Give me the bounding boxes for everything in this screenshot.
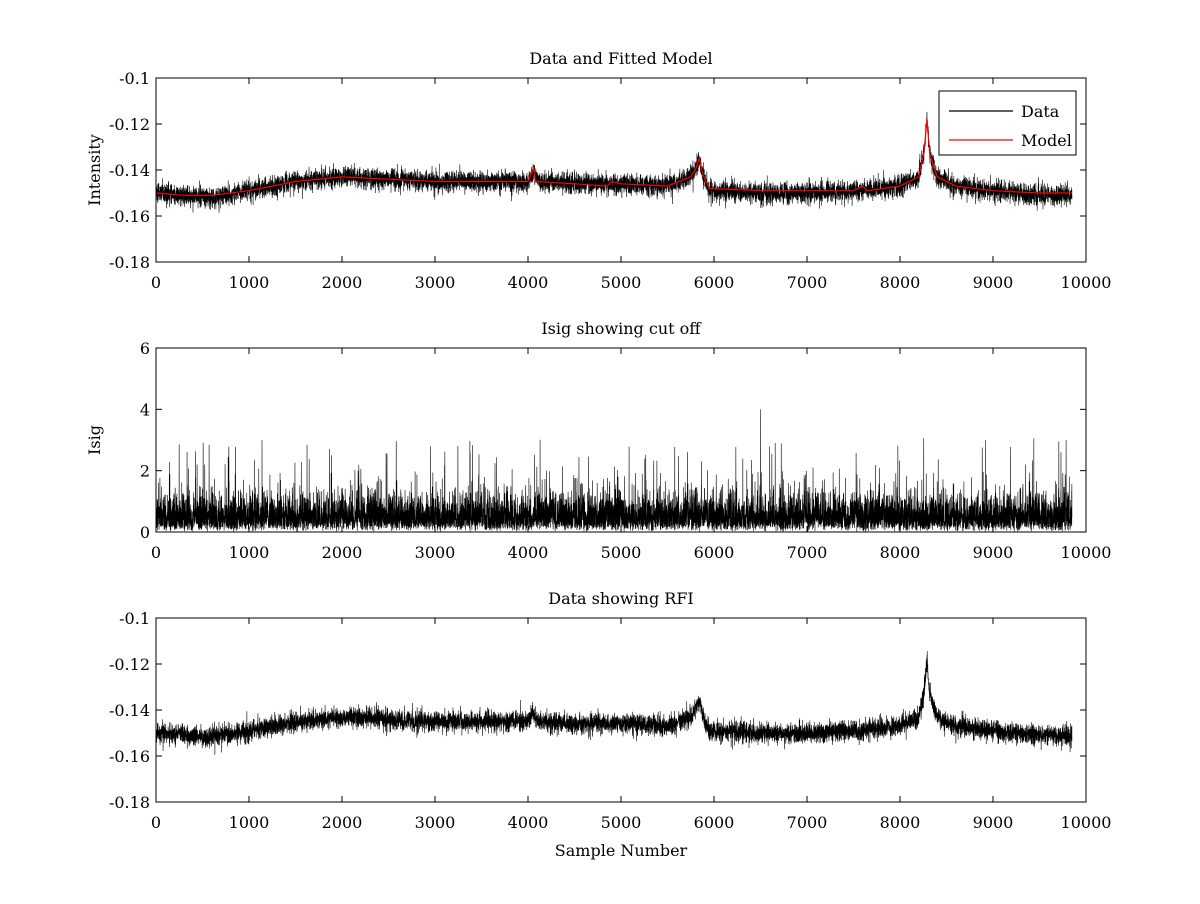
y-tick-label: -0.14 bbox=[109, 161, 150, 180]
y-axis-label: Isig bbox=[85, 425, 104, 455]
x-tick-label: 1000 bbox=[229, 543, 270, 562]
y-tick-label: 4 bbox=[140, 400, 150, 419]
legend-label-data: Data bbox=[1021, 102, 1060, 121]
x-tick-label: 1000 bbox=[229, 273, 270, 292]
legend-box bbox=[938, 90, 1077, 156]
x-tick-label: 4000 bbox=[508, 813, 549, 832]
x-tick-label: 2000 bbox=[322, 543, 363, 562]
y-tick-label: -0.12 bbox=[109, 115, 150, 134]
series-line-3 bbox=[156, 651, 1073, 755]
legend: Data Model bbox=[938, 90, 1077, 156]
x-tick-label: 4000 bbox=[508, 543, 549, 562]
axes-box bbox=[155, 617, 1087, 803]
chart-title: Data and Fitted Model bbox=[529, 49, 712, 68]
x-tick-label: 6000 bbox=[694, 813, 735, 832]
x-tick-label: 10000 bbox=[1061, 813, 1112, 832]
x-tick-label: 9000 bbox=[973, 273, 1014, 292]
chart-panel-3: 0 1000 2000 3000 4000 5000 6000 7000 8000 9000 100… bbox=[109, 589, 1111, 860]
x-tick-label: 4000 bbox=[508, 273, 549, 292]
x-tick-label: 3000 bbox=[415, 543, 456, 562]
y-tick-label: 2 bbox=[140, 462, 150, 481]
x-tick-label: 3000 bbox=[415, 273, 456, 292]
x-axis-label: Sample Number bbox=[555, 841, 688, 860]
y-tick-label: -0.16 bbox=[109, 747, 150, 766]
x-tick-label: 5000 bbox=[601, 543, 642, 562]
series-line-2 bbox=[156, 409, 1073, 532]
legend-label-model: Model bbox=[1021, 131, 1072, 150]
y-tick-label: -0.16 bbox=[109, 207, 150, 226]
series-model-1 bbox=[156, 119, 1073, 196]
x-tick-label: 7000 bbox=[787, 543, 828, 562]
series-data-1 bbox=[156, 111, 1073, 213]
x-tick-label: 10000 bbox=[1061, 543, 1112, 562]
chart-title: Data showing RFI bbox=[548, 589, 693, 608]
y-tick-label: -0.1 bbox=[119, 69, 150, 88]
x-tick-label: 0 bbox=[151, 273, 161, 292]
y-tick-label: -0.12 bbox=[109, 655, 150, 674]
x-tick-label: 2000 bbox=[322, 813, 363, 832]
x-tick-label: 9000 bbox=[973, 543, 1014, 562]
y-tick-label: 0 bbox=[140, 523, 150, 542]
y-tick-label: -0.18 bbox=[109, 793, 150, 812]
chart-panel-2: 0 1000 2000 3000 4000 5000 6000 7000 8000 9000 100… bbox=[85, 319, 1111, 562]
x-tick-label: 6000 bbox=[694, 273, 735, 292]
x-tick-label: 10000 bbox=[1061, 273, 1112, 292]
x-tick-label: 9000 bbox=[973, 813, 1014, 832]
x-tick-label: 5000 bbox=[601, 813, 642, 832]
x-tick-label: 0 bbox=[151, 813, 161, 832]
y-tick-label: -0.1 bbox=[119, 609, 150, 628]
x-tick-label: 5000 bbox=[601, 273, 642, 292]
y-tick-label: -0.18 bbox=[109, 253, 150, 272]
x-tick-label: 0 bbox=[151, 543, 161, 562]
x-tick-label: 6000 bbox=[694, 543, 735, 562]
x-tick-label: 1000 bbox=[229, 813, 270, 832]
y-tick-label: -0.14 bbox=[109, 701, 150, 720]
x-tick-label: 8000 bbox=[880, 813, 921, 832]
x-tick-label: 7000 bbox=[787, 813, 828, 832]
x-tick-label: 8000 bbox=[880, 543, 921, 562]
chart-panel-1: 0 1000 2000 3000 4000 5000 6000 7000 8000 9000 100… bbox=[85, 49, 1111, 292]
chart-title: Isig showing cut off bbox=[541, 319, 702, 338]
x-tick-label: 3000 bbox=[415, 813, 456, 832]
x-tick-label: 8000 bbox=[880, 273, 921, 292]
y-axis-label: Intensity bbox=[85, 134, 104, 206]
x-tick-label: 2000 bbox=[322, 273, 363, 292]
y-tick-label: 6 bbox=[140, 339, 150, 358]
x-tick-label: 7000 bbox=[787, 273, 828, 292]
